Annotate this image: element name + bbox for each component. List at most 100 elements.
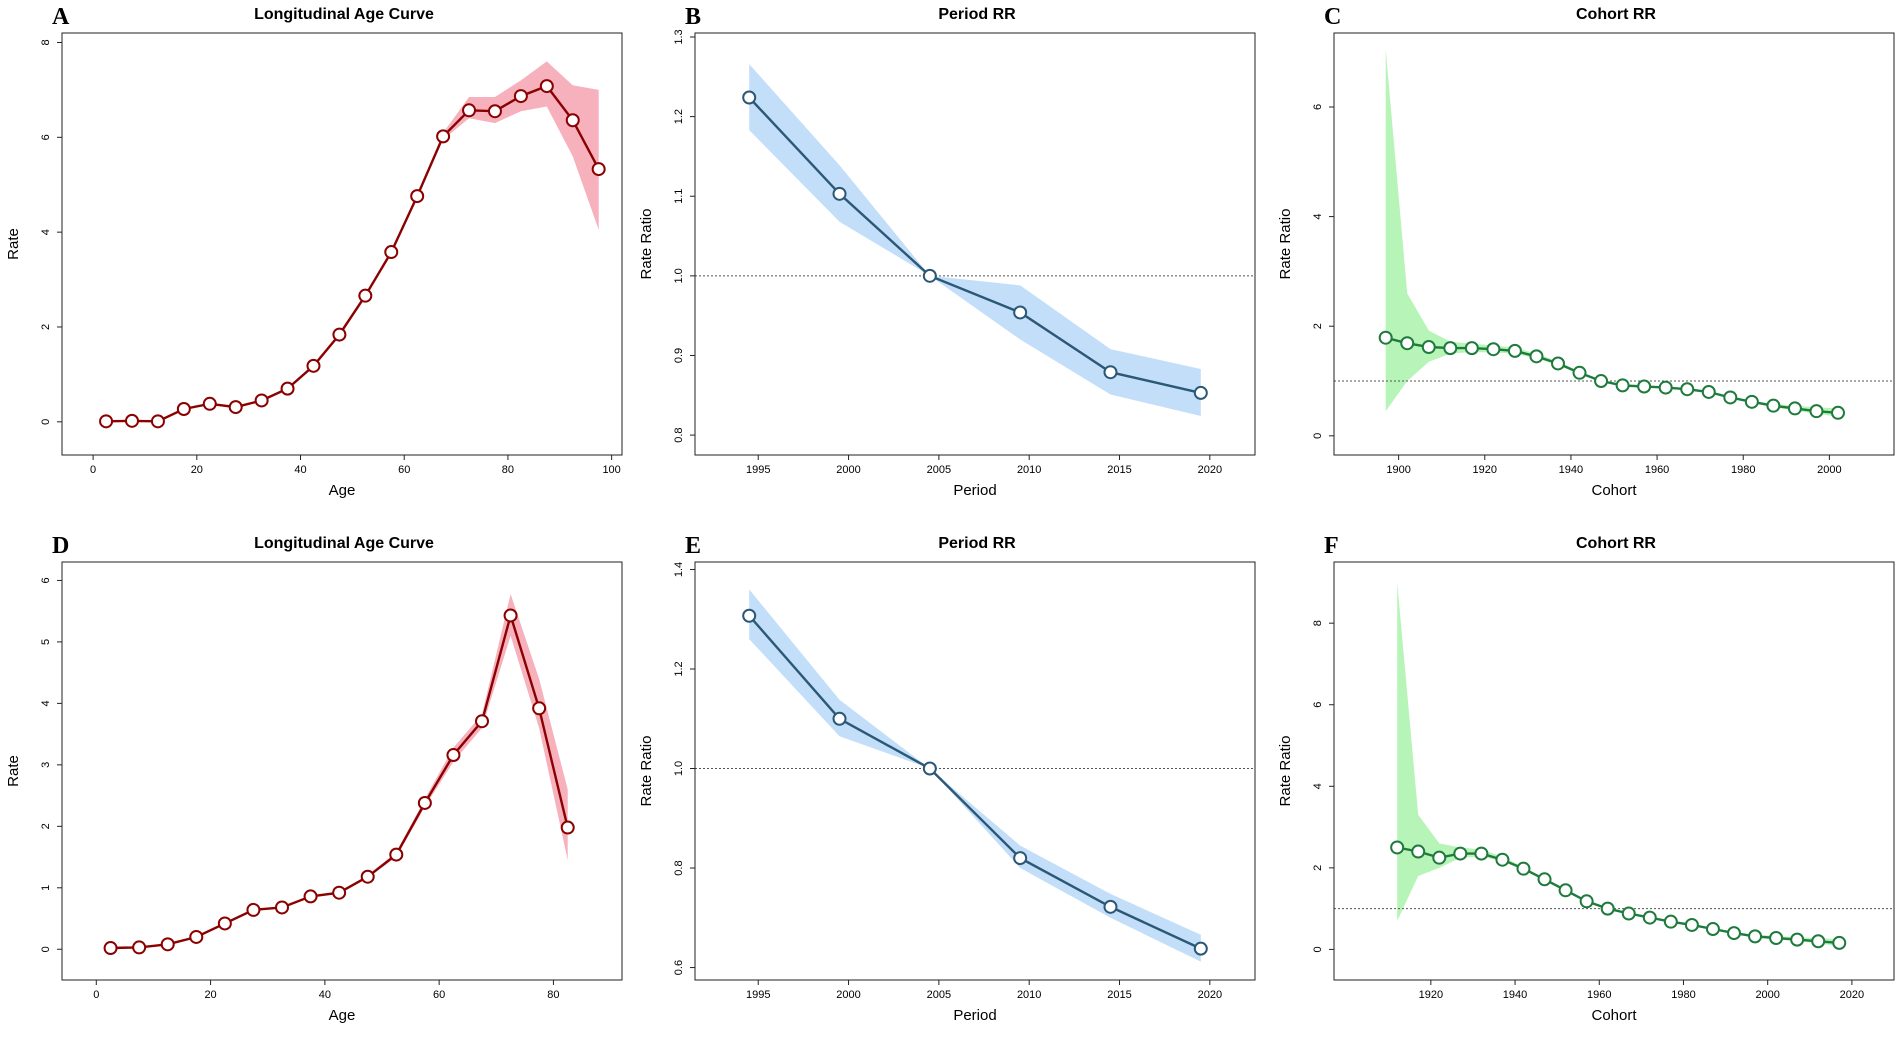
data-point xyxy=(1727,926,1741,941)
data-point xyxy=(254,393,269,408)
x-tick-label: 1960 xyxy=(1645,464,1669,476)
data-point xyxy=(1744,394,1759,409)
data-point xyxy=(1701,384,1716,399)
data-point xyxy=(922,268,937,283)
x-tick-label: 2000 xyxy=(1755,989,1779,1001)
data-point xyxy=(202,396,217,411)
data-point xyxy=(742,90,757,105)
data-point xyxy=(1594,374,1609,389)
x-tick-label: 60 xyxy=(398,464,410,476)
panel-b: B Period RR 1995 2000 2005 2010 2015 2020 0.8 0.9… xyxy=(638,4,1256,499)
panel-d: D Longitudinal Age Curve 0 20 40 60 80 0 1 2 3 4 5 6 A… xyxy=(5,533,623,1024)
data-point xyxy=(1443,341,1458,356)
data-point xyxy=(1769,930,1784,945)
panel-letter: B xyxy=(685,4,701,30)
data-point xyxy=(1663,914,1678,929)
data-point xyxy=(1551,356,1565,371)
data-point xyxy=(1705,922,1720,937)
plot-frame xyxy=(694,32,1256,456)
x-tick-label: 20 xyxy=(204,989,216,1001)
panel-e: E Period RR 1995 2000 2005 2010 2015 2020 0.6 0.8… xyxy=(638,533,1256,1024)
x-tick-label: 100 xyxy=(602,464,620,476)
data-point xyxy=(189,929,204,944)
x-tick-label: 1920 xyxy=(1473,464,1497,476)
x-tick-label: 2015 xyxy=(1107,989,1131,1001)
data-point xyxy=(462,103,477,118)
data-point xyxy=(1766,398,1781,413)
data-point xyxy=(565,113,580,128)
plot-frame xyxy=(1333,32,1895,456)
data-point xyxy=(436,129,451,144)
panel-title: Cohort RR xyxy=(1576,535,1656,552)
x-tick-label: 80 xyxy=(547,989,559,1001)
panel-letter: E xyxy=(685,533,701,559)
data-point xyxy=(1103,899,1118,914)
data-point xyxy=(150,414,165,429)
x-axis-label: Age xyxy=(329,1007,356,1024)
x-axis-label: Period xyxy=(953,482,996,499)
data-point xyxy=(1390,840,1405,855)
data-point xyxy=(332,885,347,900)
data-point xyxy=(132,940,147,955)
x-tick-label: 2000 xyxy=(836,464,860,476)
confidence-band xyxy=(106,61,599,422)
data-point xyxy=(217,916,232,931)
x-tick-label: 1960 xyxy=(1587,989,1611,1001)
data-point xyxy=(513,89,528,104)
panel-letter: A xyxy=(52,4,70,30)
series-line xyxy=(106,84,600,423)
y-tick-label: 1.2 xyxy=(673,109,685,124)
y-tick-label: 1 xyxy=(40,885,52,891)
data-point xyxy=(1537,872,1552,887)
data-point xyxy=(1453,846,1468,861)
x-tick-label: 0 xyxy=(93,989,99,1001)
series-line xyxy=(1385,336,1839,414)
y-axis-label: Rate xyxy=(5,228,22,260)
x-tick-label: 40 xyxy=(294,464,306,476)
data-point xyxy=(1013,305,1028,320)
data-point xyxy=(1421,340,1436,355)
data-point xyxy=(1572,365,1587,380)
x-axis-label: Cohort xyxy=(1591,482,1637,499)
x-tick-label: 1980 xyxy=(1671,989,1695,1001)
y-tick-label: 0.9 xyxy=(673,348,685,363)
data-point xyxy=(358,288,373,303)
data-point xyxy=(1787,401,1802,416)
y-tick-label: 2 xyxy=(40,324,52,330)
x-tick-label: 2000 xyxy=(1817,464,1841,476)
x-tick-label: 2020 xyxy=(1198,464,1222,476)
data-point xyxy=(1831,405,1845,420)
x-tick-label: 2015 xyxy=(1107,464,1131,476)
data-point xyxy=(1680,382,1695,397)
plot-frame xyxy=(694,561,1256,981)
data-point xyxy=(1400,336,1415,351)
data-point xyxy=(280,381,295,396)
data-point xyxy=(1790,932,1805,947)
y-tick-label: 1.4 xyxy=(673,562,685,577)
y-tick-label: 1.2 xyxy=(673,661,685,676)
data-point xyxy=(446,748,461,763)
x-tick-label: 2005 xyxy=(927,989,951,1001)
panel-title: Longitudinal Age Curve xyxy=(254,6,434,23)
data-point xyxy=(487,104,502,119)
plot-frame xyxy=(61,32,623,456)
data-point xyxy=(1723,390,1738,405)
x-tick-label: 60 xyxy=(433,989,445,1001)
data-point xyxy=(1811,934,1826,949)
x-tick-label: 1900 xyxy=(1386,464,1410,476)
x-tick-label: 0 xyxy=(90,464,96,476)
confidence-band xyxy=(1397,582,1840,947)
panel-title: Longitudinal Age Curve xyxy=(254,535,434,552)
data-point xyxy=(160,937,175,952)
y-tick-label: 3 xyxy=(40,762,52,768)
x-tick-label: 2020 xyxy=(1198,989,1222,1001)
y-axis-label: Rate Ratio xyxy=(1277,736,1294,807)
y-tick-label: 0 xyxy=(40,419,52,425)
x-axis-label: Period xyxy=(953,1007,996,1024)
panel-letter: D xyxy=(52,533,69,559)
y-tick-label: 5 xyxy=(40,639,52,645)
data-point xyxy=(1193,941,1208,956)
data-point xyxy=(1495,852,1510,867)
data-point xyxy=(1809,404,1824,419)
